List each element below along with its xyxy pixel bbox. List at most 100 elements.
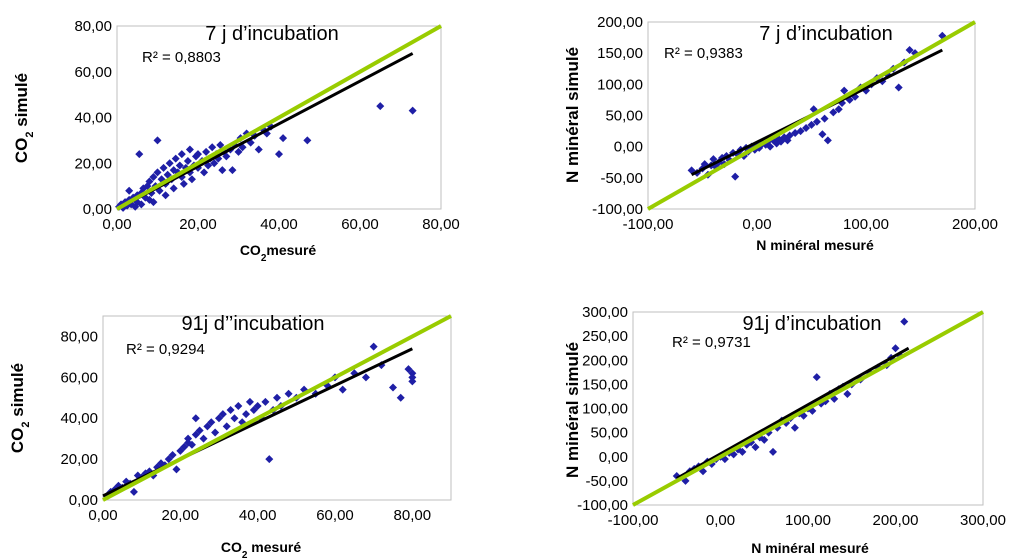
data-point <box>802 123 811 132</box>
y-tick-label: 60,00 <box>60 369 98 386</box>
y-tick-label: 100,00 <box>582 401 628 418</box>
chart-title: 7 j d’incubation <box>205 23 338 45</box>
data-point <box>211 428 220 437</box>
data-point <box>245 397 254 406</box>
y-tick-label: 50,00 <box>605 108 643 125</box>
data-point <box>840 86 849 95</box>
data-point <box>834 105 843 114</box>
x-tick-label: 40,00 <box>239 507 277 524</box>
y-tick-label: 80,00 <box>60 328 98 345</box>
data-point <box>194 150 202 159</box>
y-tick-label: 300,00 <box>582 304 628 321</box>
data-point <box>137 200 146 209</box>
identity-line <box>632 310 984 507</box>
data-point <box>731 172 740 181</box>
y-tick-label: 50,00 <box>590 425 628 442</box>
data-point <box>168 451 177 460</box>
identity-line <box>102 314 452 502</box>
data-point <box>222 422 231 431</box>
data-point <box>135 150 144 159</box>
data-point <box>273 393 281 402</box>
data-point <box>184 434 193 443</box>
data-point <box>769 447 777 456</box>
r-squared-label: R² = 0,9383 <box>664 45 743 62</box>
data-point <box>216 140 225 149</box>
y-axis-label: CO2 simulé <box>12 73 36 163</box>
data-point <box>812 117 821 126</box>
data-point <box>218 166 227 175</box>
data-point <box>242 410 251 419</box>
x-tick-label: 80,00 <box>422 216 460 233</box>
data-point <box>265 455 274 464</box>
y-tick-label: 80,00 <box>74 18 112 35</box>
y-tick-label: 0,00 <box>614 139 643 156</box>
x-axis-label: N minéral mesuré <box>751 540 869 556</box>
data-point <box>163 170 172 179</box>
y-tick-label: 20,00 <box>74 155 112 172</box>
data-point <box>207 418 216 427</box>
chart-co2-7j: 0,00 20,00 40,00 60,00 80,00 0,00 20,00 40,00 60… <box>12 18 460 264</box>
y-tick-label: 0,00 <box>69 492 98 509</box>
y-tick-label: 200,00 <box>582 352 628 369</box>
data-point <box>234 401 243 410</box>
x-tick-label: 300,00 <box>960 512 1006 529</box>
x-tick-label: 100,00 <box>785 512 831 529</box>
plot-area <box>632 311 984 506</box>
data-point <box>900 317 909 326</box>
r-squared-label: R² = 0,9731 <box>672 334 751 351</box>
data-point <box>766 142 775 151</box>
data-point <box>208 143 217 152</box>
data-point <box>253 401 262 410</box>
data-point <box>404 365 413 374</box>
data-point <box>153 136 162 145</box>
r-squared-label: R² = 0,9294 <box>126 341 205 358</box>
x-axis-label: CO2mesuré <box>240 242 317 264</box>
data-point <box>796 127 805 136</box>
data-point <box>226 406 235 415</box>
x-tick-label: -100,00 <box>623 216 674 233</box>
data-point <box>153 168 162 177</box>
x-axis-label: N minéral mesuré <box>756 237 874 253</box>
data-point <box>183 156 192 165</box>
data-point <box>218 410 227 419</box>
x-tick-label: 60,00 <box>341 216 379 233</box>
y-tick-label: -50,00 <box>600 170 643 187</box>
data-point <box>843 390 852 399</box>
plot-area <box>102 315 452 501</box>
data-point <box>303 136 312 145</box>
data-point <box>760 435 769 444</box>
y-tick-label: 40,00 <box>74 110 112 127</box>
data-point <box>709 155 718 164</box>
data-point <box>408 106 417 115</box>
data-point <box>159 163 168 172</box>
data-point <box>275 150 283 159</box>
x-tick-label: -100,00 <box>608 512 659 529</box>
data-point <box>210 159 219 168</box>
data-point <box>187 440 196 449</box>
y-axis-label: CO2 simulé <box>8 363 32 453</box>
x-tick-label: 0,00 <box>88 507 117 524</box>
data-point <box>751 443 760 452</box>
x-tick-label: 0,00 <box>706 512 735 529</box>
y-tick-label: 150,00 <box>582 376 628 393</box>
data-point <box>261 397 270 406</box>
y-tick-label: -50,00 <box>585 473 628 490</box>
x-tick-label: 0,00 <box>742 216 771 233</box>
x-axis-label: CO2 mesuré <box>221 539 301 559</box>
data-point <box>812 373 821 382</box>
data-point <box>234 147 243 156</box>
data-point <box>396 393 405 402</box>
plot-area <box>647 21 976 210</box>
data-point <box>361 373 370 382</box>
y-tick-label: 0,00 <box>599 449 628 466</box>
x-tick-label: 60,00 <box>316 507 354 524</box>
data-point <box>254 145 263 154</box>
y-tick-label: 150,00 <box>597 45 643 62</box>
data-point <box>905 46 914 55</box>
data-point <box>175 161 184 170</box>
data-point <box>165 159 174 168</box>
data-point <box>738 447 747 456</box>
x-tick-label: 40,00 <box>260 216 298 233</box>
data-point <box>202 147 211 156</box>
